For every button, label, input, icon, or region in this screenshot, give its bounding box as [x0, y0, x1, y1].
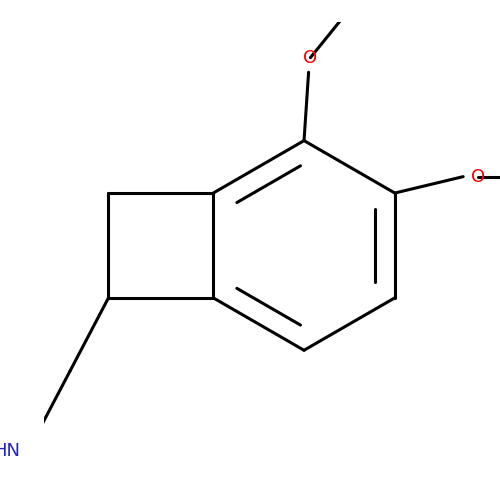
Text: O: O	[470, 168, 485, 186]
Text: HN: HN	[0, 442, 20, 460]
Text: O: O	[304, 48, 318, 66]
